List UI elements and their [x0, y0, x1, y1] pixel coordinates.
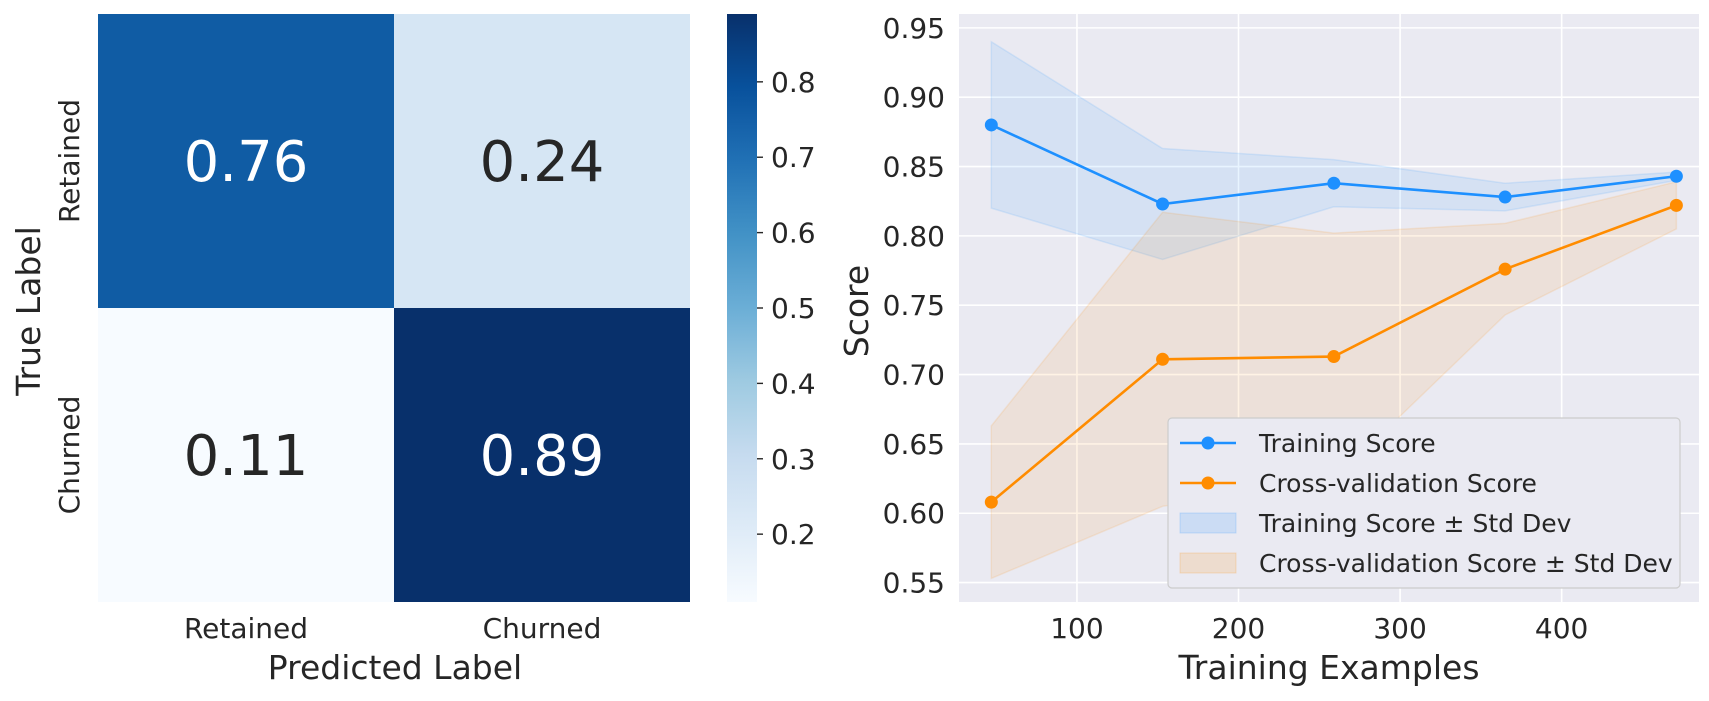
heatmap-cell: [98, 308, 394, 602]
x-tick-label: 200: [1212, 612, 1265, 645]
colorbar-tick-label: 0.6: [771, 217, 816, 250]
y-tick-label: 0.75: [883, 289, 945, 322]
heatmap-cell: [394, 14, 690, 308]
training-score-point: [1669, 169, 1683, 183]
colorbar-gradient: [727, 14, 757, 602]
legend-band-swatch: [1179, 552, 1237, 574]
learning-curve-y-axis-label: Score: [837, 265, 876, 357]
cv-score-point: [1156, 352, 1170, 366]
legend-label: Training Score ± Std Dev: [1258, 509, 1572, 538]
legend-band-swatch: [1179, 512, 1237, 534]
legend-label: Training Score: [1258, 429, 1436, 458]
legend-frame: [1167, 417, 1681, 589]
cv-score-point: [1327, 350, 1341, 364]
legend-cv-score: Cross-validation Score: [1180, 469, 1537, 498]
cv-score-point: [984, 495, 998, 509]
training-score-point: [1327, 176, 1341, 190]
legend: Training Score Cross-validation Score Trai…: [1167, 417, 1681, 589]
x-tick-label: 400: [1535, 612, 1588, 645]
colorbar-tick-label: 0.7: [771, 141, 816, 174]
heatmap-cell-value: 0.24: [480, 130, 605, 195]
legend-marker: [1201, 476, 1215, 490]
y-tick-label: 0.90: [883, 81, 945, 114]
legend-training-score: Training Score: [1180, 429, 1436, 458]
legend-marker: [1201, 436, 1215, 450]
y-tick-label: 0.55: [883, 567, 945, 600]
training-score-point: [1498, 190, 1512, 204]
y-tick-label: 0.95: [883, 12, 945, 45]
heatmap-cell-value: 0.11: [184, 424, 309, 489]
x-tick-label: 300: [1373, 612, 1426, 645]
y-tick-label: 0.85: [883, 151, 945, 184]
colorbar-tick-label: 0.8: [771, 66, 816, 99]
training-score-point: [1156, 197, 1170, 211]
learning-curve-x-axis-label: Training Examples: [1177, 648, 1479, 687]
cv-std-band: [990, 180, 1678, 580]
colorbar-tick-label: 0.2: [771, 518, 816, 551]
heatmap-y-tick-label: Churned: [53, 396, 86, 515]
colorbar-tick-label: 0.4: [771, 367, 816, 400]
y-tick-label: 0.65: [883, 428, 945, 461]
legend-label: Cross-validation Score ± Std Dev: [1259, 549, 1673, 578]
colorbar-tick-label: 0.5: [771, 292, 816, 325]
heatmap-x-tick-label: Churned: [483, 612, 602, 645]
heatmap-cell: [394, 308, 690, 602]
x-tick-label: 100: [1050, 612, 1103, 645]
y-tick-label: 0.70: [883, 359, 945, 392]
cv-score-point: [1498, 262, 1512, 276]
legend-cv-std: Cross-validation Score ± Std Dev: [1179, 549, 1673, 578]
learning-curve-chart: 100 200 300 400 0.55 0.60 0.65 0.70 0.75 0.80 0.8…: [837, 12, 1699, 687]
heatmap-cell-value: 0.76: [184, 130, 309, 195]
legend-label: Cross-validation Score: [1259, 469, 1537, 498]
heatmap-cell-value: 0.89: [480, 424, 605, 489]
confusion-matrix-heatmap: 0.76 0.24 0.11 0.89 Retained Churned Retaine…: [9, 14, 690, 687]
colorbar-tick-label: 0.3: [771, 443, 816, 476]
heatmap-cell: [98, 14, 394, 308]
legend-training-std: Training Score ± Std Dev: [1179, 509, 1572, 538]
training-score-point: [984, 118, 998, 132]
y-tick-label: 0.60: [883, 497, 945, 530]
heatmap-x-axis-label: Predicted Label: [268, 648, 522, 687]
heatmap-y-tick-label: Retained: [53, 99, 86, 223]
y-tick-label: 0.80: [883, 220, 945, 253]
heatmap-x-tick-label: Retained: [184, 612, 308, 645]
cv-score-point: [1669, 198, 1683, 212]
colorbar: 0.2 0.3 0.4 0.5 0.6 0.7 0.8: [727, 14, 816, 602]
heatmap-y-axis-label: True Label: [9, 226, 48, 397]
